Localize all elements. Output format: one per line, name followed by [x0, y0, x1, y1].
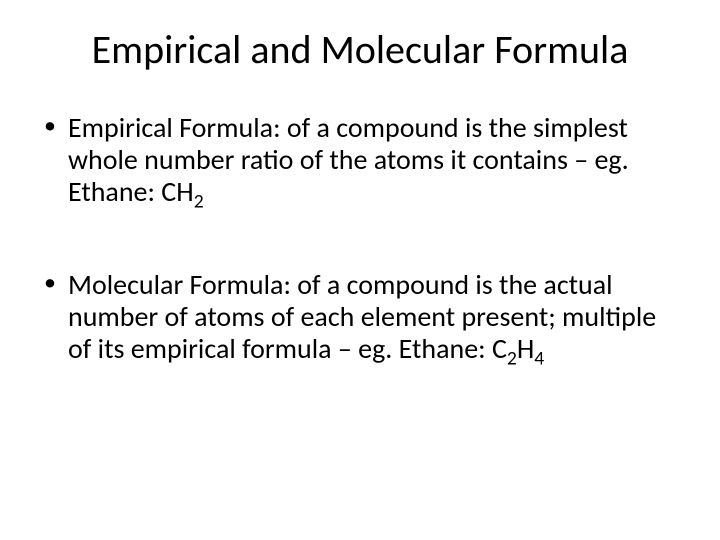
bullet-text: Empirical Formula: of a compound is the … [68, 110, 629, 209]
subscript: 2 [507, 347, 517, 371]
bullet-text: H [517, 331, 534, 366]
subscript: 2 [194, 190, 204, 214]
bullet-text: Molecular Formula: of a compound is the … [68, 267, 656, 366]
slide-body: Empirical Formula: of a compound is the … [40, 112, 680, 365]
list-item: Molecular Formula: of a compound is the … [40, 269, 680, 366]
bullet-list: Empirical Formula: of a compound is the … [40, 112, 680, 365]
slide-title: Empirical and Molecular Formula [40, 28, 680, 72]
slide: Empirical and Molecular Formula Empirica… [0, 0, 720, 540]
subscript: 4 [534, 347, 544, 371]
list-item: Empirical Formula: of a compound is the … [40, 112, 680, 209]
